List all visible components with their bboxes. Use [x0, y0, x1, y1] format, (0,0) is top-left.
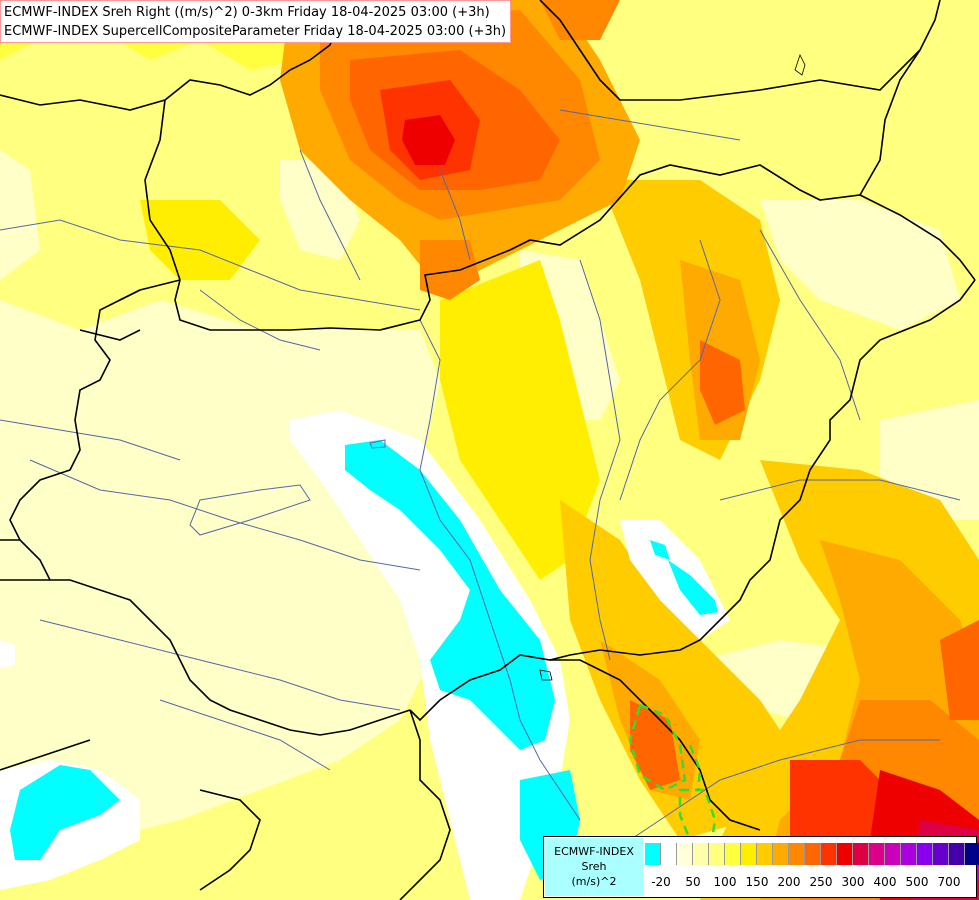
- negative-sreh-regions: [0, 410, 730, 900]
- legend-swatch: [901, 843, 917, 865]
- legend-unit: (m/s)^2: [571, 875, 617, 888]
- legend-tick: 300: [841, 875, 865, 889]
- legend-swatch: [645, 843, 661, 865]
- legend-swatch: [869, 843, 885, 865]
- legend-swatch: [949, 843, 965, 865]
- legend-swatch: [741, 843, 757, 865]
- map-title-box: ECMWF-INDEX Sreh Right ((m/s)^2) 0-3km F…: [0, 0, 512, 43]
- legend-swatch: [837, 843, 853, 865]
- legend-tick: 100: [713, 875, 737, 889]
- legend-tick: 150: [745, 875, 769, 889]
- legend-swatch: [965, 843, 979, 865]
- map-title-line2: ECMWF-INDEX SupercellCompositeParameter …: [4, 24, 507, 39]
- legend-tick: 400: [873, 875, 897, 889]
- legend-tick: 700: [937, 875, 961, 889]
- legend-swatch: [853, 843, 869, 865]
- legend-tick: 250: [809, 875, 833, 889]
- legend-source: ECMWF-INDEX: [554, 845, 634, 858]
- legend-label: ECMWF-INDEX Sreh (m/s)^2: [545, 838, 643, 896]
- legend-swatch: [725, 843, 741, 865]
- legend-swatch: [789, 843, 805, 865]
- legend-swatch: [677, 843, 693, 865]
- legend-swatch: [805, 843, 821, 865]
- legend-tick: 200: [777, 875, 801, 889]
- legend-tick: 50: [685, 875, 701, 889]
- legend-tick: 500: [905, 875, 929, 889]
- legend-swatch: [773, 843, 789, 865]
- legend-swatch: [917, 843, 933, 865]
- legend-swatch: [885, 843, 901, 865]
- legend-swatch: [661, 843, 677, 865]
- legend-swatch: [709, 843, 725, 865]
- legend-parameter: Sreh: [581, 860, 607, 873]
- map-title-line1: ECMWF-INDEX Sreh Right ((m/s)^2) 0-3km F…: [4, 5, 490, 20]
- rivers: [0, 109, 961, 861]
- legend-swatch: [821, 843, 837, 865]
- legend-tick: -20: [651, 875, 671, 889]
- high-sreh-core: [280, 0, 640, 300]
- color-legend: ECMWF-INDEX Sreh (m/s)^2 -20 50 100 150 200 2…: [543, 836, 979, 898]
- legend-swatches: [645, 843, 979, 865]
- legend-swatch: [757, 843, 773, 865]
- legend-swatch: [933, 843, 949, 865]
- coastline: [539, 53, 806, 681]
- legend-swatch: [693, 843, 709, 865]
